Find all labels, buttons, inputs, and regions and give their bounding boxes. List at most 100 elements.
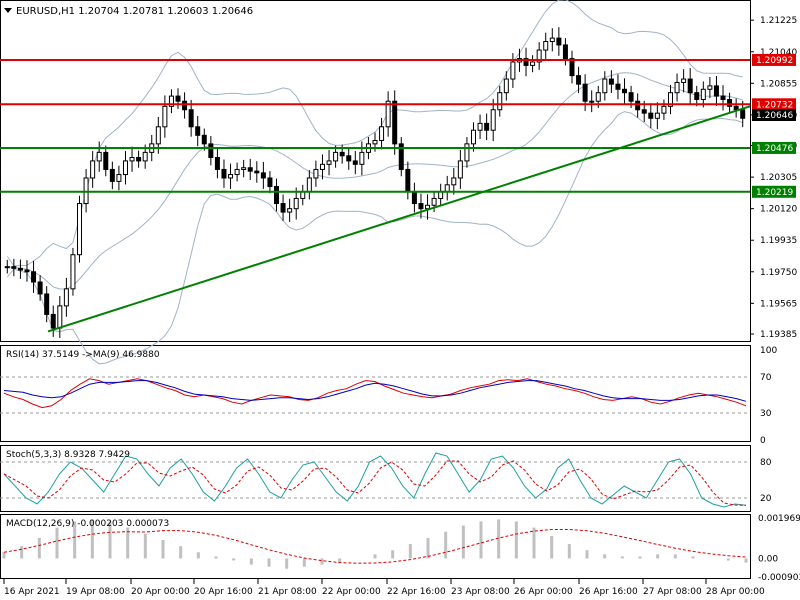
candle-body <box>306 177 312 193</box>
rsi-panel-frame <box>0 345 751 442</box>
time-tick-label: 23 Apr 08:00 <box>451 587 510 597</box>
stoch-panel: 80 20 <box>0 452 772 508</box>
price-tick-label: 1.19935 <box>760 236 797 246</box>
candle-body <box>241 167 247 170</box>
candle-body <box>457 160 463 179</box>
macd-header: MACD(12,26,9) -0.000203 0.000073 <box>6 519 169 529</box>
time-tick-label: 22 Apr 16:00 <box>387 587 446 597</box>
candle-body <box>326 160 332 165</box>
candle-body <box>444 184 450 193</box>
candle-body <box>293 197 299 210</box>
time-tick-label: 27 Apr 08:00 <box>643 587 702 597</box>
candle-body <box>628 92 634 102</box>
candle-body <box>77 203 83 256</box>
candle-body <box>543 41 549 51</box>
stoch-tick-label: 20 <box>760 494 772 504</box>
band-middle-line <box>7 72 743 290</box>
macd-tick-label: 0.001969 <box>758 514 800 524</box>
candle-body <box>168 95 174 107</box>
candle-body <box>503 78 509 94</box>
current-price-label: 1.20646 <box>756 111 793 121</box>
macd-tick-label: 0.00 <box>758 554 778 564</box>
rsi-tick-label: 100 <box>760 346 777 356</box>
candle-body <box>155 126 161 145</box>
candle-body <box>497 92 503 111</box>
candle-body <box>280 203 286 213</box>
candle-body <box>562 44 568 60</box>
rsi-tick-label: 70 <box>760 373 772 383</box>
symbol-header: EURUSD,H1 1.20704 1.20781 1.20603 1.2064… <box>16 6 253 17</box>
level-label: 1.20476 <box>756 144 793 154</box>
candle-body <box>727 99 733 107</box>
candle-body <box>214 157 220 170</box>
candle-body <box>379 126 385 141</box>
candle-body <box>635 100 641 111</box>
time-axis: 16 Apr 2021 19 Apr 08:00 20 Apr 00:00 20 Ap… <box>3 579 765 597</box>
candle-body <box>116 174 122 182</box>
candle-body <box>37 281 43 295</box>
macd-tick-label: -0.000903 <box>758 573 800 583</box>
stoch-main-line <box>3 452 747 508</box>
candle-body <box>122 160 128 176</box>
price-tick-label: 1.21040 <box>760 48 797 58</box>
time-tick-label: 28 Apr 00:00 <box>706 587 765 597</box>
candle-body <box>359 151 365 165</box>
candle-body <box>681 78 687 83</box>
candle-body <box>175 95 181 102</box>
time-tick-label: 22 Apr 00:00 <box>322 587 381 597</box>
candle-body <box>720 95 726 101</box>
candle-body <box>536 49 542 63</box>
price-tick-label: 1.20305 <box>760 173 797 183</box>
time-tick-label: 19 Apr 08:00 <box>66 587 125 597</box>
candle-body <box>24 269 30 273</box>
candle-body <box>405 168 411 193</box>
candle-body <box>589 100 595 103</box>
macd-signal-line <box>3 529 747 564</box>
candle-body <box>470 129 476 145</box>
candle-body <box>569 58 575 77</box>
candle-body <box>425 204 431 210</box>
candlesticks <box>4 27 746 338</box>
candle-body <box>608 78 614 85</box>
level-label: 1.20992 <box>756 56 793 66</box>
candle-body <box>208 143 214 159</box>
rsi-header: RSI(14) 37.5149 ->MA(9) 46.9880 <box>6 350 160 360</box>
candle-body <box>44 293 50 315</box>
candle-body <box>484 122 490 131</box>
price-tick-label: 1.19750 <box>760 268 797 278</box>
level-lines <box>0 58 750 193</box>
time-tick-label: 26 Apr 00:00 <box>514 587 573 597</box>
candle-body <box>674 81 680 94</box>
candle-body <box>254 170 260 174</box>
time-tick-label: 20 Apr 16:00 <box>194 587 253 597</box>
panel-frames <box>0 0 751 579</box>
rsi-ma-line <box>3 380 747 402</box>
candle-body <box>339 151 345 157</box>
dropdown-triangle-icon[interactable] <box>4 8 12 13</box>
candle-body <box>687 78 693 94</box>
time-tick-label: 26 Apr 16:00 <box>579 587 638 597</box>
candle-body <box>313 168 319 179</box>
stoch-panel-frame <box>0 445 751 512</box>
time-tick-label: 21 Apr 08:00 <box>258 587 317 597</box>
candle-body <box>234 168 240 176</box>
candle-body <box>372 139 378 145</box>
stoch-header: Stoch(5,3,3) 8.9328 7.9429 <box>6 450 130 460</box>
candle-body <box>392 100 398 145</box>
candle-body <box>530 61 536 66</box>
candle-body <box>615 83 621 90</box>
candle-body <box>103 151 109 170</box>
candle-body <box>319 163 325 170</box>
candle-body <box>661 105 667 114</box>
level-badge <box>752 98 796 111</box>
candle-body <box>510 61 516 80</box>
candle-body <box>451 177 457 186</box>
candle-body <box>221 168 227 179</box>
candle-body <box>182 100 188 111</box>
price-tick-label: 1.21225 <box>760 16 797 26</box>
level-price-labels: 1.20992 1.20732 1.20476 1.20219 <box>752 53 796 198</box>
macd-panel-frame <box>0 514 751 579</box>
candle-body <box>523 58 529 66</box>
candle-body <box>201 134 207 145</box>
level-badge <box>752 141 796 154</box>
